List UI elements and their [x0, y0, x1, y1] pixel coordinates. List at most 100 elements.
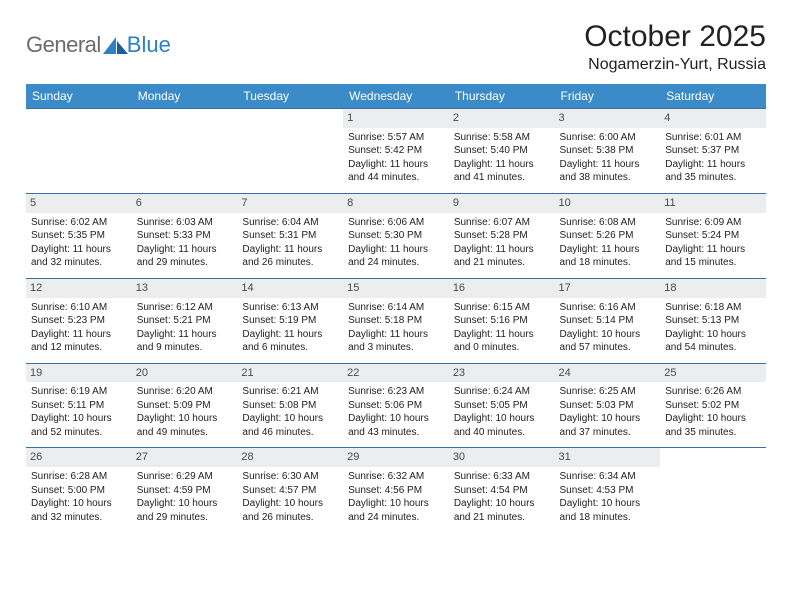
day-daylight2: and 37 minutes. [560, 426, 656, 440]
day-daylight1: Daylight: 11 hours [348, 158, 444, 172]
day-sunset: Sunset: 5:24 PM [665, 229, 761, 243]
day-daylight1: Daylight: 11 hours [454, 158, 550, 172]
day-sunset: Sunset: 5:38 PM [560, 144, 656, 158]
logo-text-general: General [26, 32, 101, 58]
day-number: 27 [132, 448, 238, 467]
day-daylight2: and 29 minutes. [137, 256, 233, 270]
day-sunset: Sunset: 5:14 PM [560, 314, 656, 328]
day-sunrise: Sunrise: 5:57 AM [348, 131, 444, 145]
day-sunset: Sunset: 4:54 PM [454, 484, 550, 498]
day-daylight1: Daylight: 10 hours [454, 412, 550, 426]
day-daylight1: Daylight: 10 hours [665, 328, 761, 342]
day-number: 9 [449, 194, 555, 213]
calendar-week-row: 12Sunrise: 6:10 AMSunset: 5:23 PMDayligh… [26, 278, 766, 363]
day-daylight1: Daylight: 11 hours [348, 328, 444, 342]
day-number: 16 [449, 279, 555, 298]
day-daylight1: Daylight: 10 hours [665, 412, 761, 426]
weekday-header: Sunday [26, 84, 132, 109]
day-number: 3 [555, 109, 661, 128]
day-sunset: Sunset: 4:59 PM [137, 484, 233, 498]
calendar-page: General Blue October 2025 Nogamerzin-Yur… [0, 0, 792, 552]
calendar-day-cell: 28Sunrise: 6:30 AMSunset: 4:57 PMDayligh… [237, 448, 343, 532]
day-daylight2: and 32 minutes. [31, 256, 127, 270]
calendar-table: SundayMondayTuesdayWednesdayThursdayFrid… [26, 84, 766, 532]
day-number: 28 [237, 448, 343, 467]
day-sunset: Sunset: 5:21 PM [137, 314, 233, 328]
day-sunrise: Sunrise: 6:03 AM [137, 216, 233, 230]
calendar-day-cell: 18Sunrise: 6:18 AMSunset: 5:13 PMDayligh… [660, 278, 766, 363]
day-number: 4 [660, 109, 766, 128]
day-sunrise: Sunrise: 6:19 AM [31, 385, 127, 399]
calendar-day-cell: 9Sunrise: 6:07 AMSunset: 5:28 PMDaylight… [449, 193, 555, 278]
calendar-day-cell: 11Sunrise: 6:09 AMSunset: 5:24 PMDayligh… [660, 193, 766, 278]
day-daylight2: and 57 minutes. [560, 341, 656, 355]
day-sunrise: Sunrise: 6:34 AM [560, 470, 656, 484]
day-sunrise: Sunrise: 6:08 AM [560, 216, 656, 230]
logo-sail-icon [103, 37, 129, 55]
day-daylight2: and 24 minutes. [348, 511, 444, 525]
day-number: 10 [555, 194, 661, 213]
calendar-day-cell: 25Sunrise: 6:26 AMSunset: 5:02 PMDayligh… [660, 363, 766, 448]
day-sunset: Sunset: 5:03 PM [560, 399, 656, 413]
weekday-header: Monday [132, 84, 238, 109]
day-number: 1 [343, 109, 449, 128]
day-daylight1: Daylight: 10 hours [348, 497, 444, 511]
day-daylight2: and 9 minutes. [137, 341, 233, 355]
day-daylight2: and 26 minutes. [242, 511, 338, 525]
weekday-header: Saturday [660, 84, 766, 109]
calendar-body: 1Sunrise: 5:57 AMSunset: 5:42 PMDaylight… [26, 109, 766, 533]
calendar-day-cell: 19Sunrise: 6:19 AMSunset: 5:11 PMDayligh… [26, 363, 132, 448]
day-number: 18 [660, 279, 766, 298]
day-sunrise: Sunrise: 6:12 AM [137, 301, 233, 315]
day-daylight1: Daylight: 10 hours [560, 328, 656, 342]
day-number: 11 [660, 194, 766, 213]
day-sunset: Sunset: 5:18 PM [348, 314, 444, 328]
day-number: 31 [555, 448, 661, 467]
calendar-day-cell: 10Sunrise: 6:08 AMSunset: 5:26 PMDayligh… [555, 193, 661, 278]
day-daylight1: Daylight: 11 hours [560, 158, 656, 172]
weekday-header: Friday [555, 84, 661, 109]
day-sunset: Sunset: 5:23 PM [31, 314, 127, 328]
day-daylight1: Daylight: 10 hours [560, 412, 656, 426]
day-daylight1: Daylight: 10 hours [137, 412, 233, 426]
day-sunrise: Sunrise: 6:14 AM [348, 301, 444, 315]
day-daylight2: and 18 minutes. [560, 511, 656, 525]
day-daylight2: and 3 minutes. [348, 341, 444, 355]
calendar-day-cell: 20Sunrise: 6:20 AMSunset: 5:09 PMDayligh… [132, 363, 238, 448]
calendar-day-cell: 16Sunrise: 6:15 AMSunset: 5:16 PMDayligh… [449, 278, 555, 363]
day-daylight1: Daylight: 10 hours [31, 497, 127, 511]
day-sunset: Sunset: 5:40 PM [454, 144, 550, 158]
day-daylight2: and 26 minutes. [242, 256, 338, 270]
day-number: 14 [237, 279, 343, 298]
day-number: 26 [26, 448, 132, 467]
day-daylight2: and 6 minutes. [242, 341, 338, 355]
day-daylight1: Daylight: 10 hours [242, 497, 338, 511]
day-sunrise: Sunrise: 6:28 AM [31, 470, 127, 484]
day-number: 19 [26, 364, 132, 383]
day-sunset: Sunset: 5:02 PM [665, 399, 761, 413]
calendar-day-cell: 8Sunrise: 6:06 AMSunset: 5:30 PMDaylight… [343, 193, 449, 278]
day-daylight1: Daylight: 10 hours [348, 412, 444, 426]
day-sunrise: Sunrise: 6:00 AM [560, 131, 656, 145]
day-sunset: Sunset: 5:31 PM [242, 229, 338, 243]
day-daylight2: and 38 minutes. [560, 171, 656, 185]
day-sunset: Sunset: 5:09 PM [137, 399, 233, 413]
calendar-day-cell: 31Sunrise: 6:34 AMSunset: 4:53 PMDayligh… [555, 448, 661, 532]
day-number: 22 [343, 364, 449, 383]
calendar-day-cell [132, 109, 238, 194]
weekday-header: Wednesday [343, 84, 449, 109]
day-daylight2: and 21 minutes. [454, 256, 550, 270]
day-number: 24 [555, 364, 661, 383]
day-daylight1: Daylight: 11 hours [137, 243, 233, 257]
day-sunrise: Sunrise: 6:33 AM [454, 470, 550, 484]
day-daylight2: and 29 minutes. [137, 511, 233, 525]
calendar-day-cell: 30Sunrise: 6:33 AMSunset: 4:54 PMDayligh… [449, 448, 555, 532]
day-daylight1: Daylight: 10 hours [242, 412, 338, 426]
day-sunrise: Sunrise: 6:10 AM [31, 301, 127, 315]
calendar-day-cell: 1Sunrise: 5:57 AMSunset: 5:42 PMDaylight… [343, 109, 449, 194]
day-sunrise: Sunrise: 6:09 AM [665, 216, 761, 230]
calendar-day-cell: 6Sunrise: 6:03 AMSunset: 5:33 PMDaylight… [132, 193, 238, 278]
day-daylight2: and 0 minutes. [454, 341, 550, 355]
day-sunset: Sunset: 5:00 PM [31, 484, 127, 498]
day-daylight1: Daylight: 11 hours [560, 243, 656, 257]
